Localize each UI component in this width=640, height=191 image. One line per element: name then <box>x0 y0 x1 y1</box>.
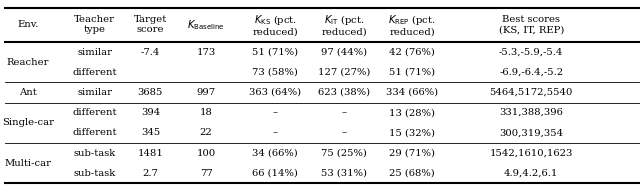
Text: -7.4: -7.4 <box>141 48 160 57</box>
Text: 363 (64%): 363 (64%) <box>249 88 301 97</box>
Text: $K_{\mathrm{IT}}$ (pct.
reduced): $K_{\mathrm{IT}}$ (pct. reduced) <box>321 13 367 37</box>
Text: 4.9,4.2,6.1: 4.9,4.2,6.1 <box>504 169 558 178</box>
Text: 18: 18 <box>200 108 212 117</box>
Text: $K_{\mathrm{KS}}$ (pct.
reduced): $K_{\mathrm{KS}}$ (pct. reduced) <box>252 13 298 37</box>
Text: 29 (71%): 29 (71%) <box>389 149 435 158</box>
Text: different: different <box>72 108 117 117</box>
Text: 51 (71%): 51 (71%) <box>252 48 298 57</box>
Text: 173: 173 <box>196 48 216 57</box>
Text: 73 (58%): 73 (58%) <box>252 68 298 77</box>
Text: 66 (14%): 66 (14%) <box>252 169 298 178</box>
Text: 345: 345 <box>141 128 160 137</box>
Text: 1542,1610,1623: 1542,1610,1623 <box>490 149 573 158</box>
Text: -6.9,-6.4,-5.2: -6.9,-6.4,-5.2 <box>499 68 563 77</box>
Text: similar: similar <box>77 88 112 97</box>
Text: Target
score: Target score <box>134 15 167 34</box>
Text: Env.: Env. <box>17 20 39 29</box>
Text: 13 (28%): 13 (28%) <box>389 108 435 117</box>
Text: Best scores
(KS, IT, REP): Best scores (KS, IT, REP) <box>499 15 564 34</box>
Text: different: different <box>72 68 117 77</box>
Text: -5.3,-5.9,-5.4: -5.3,-5.9,-5.4 <box>499 48 563 57</box>
Text: 331,388,396: 331,388,396 <box>499 108 563 117</box>
Text: Teacher
type: Teacher type <box>74 15 115 34</box>
Text: 334 (66%): 334 (66%) <box>386 88 438 97</box>
Text: 42 (76%): 42 (76%) <box>389 48 435 57</box>
Text: –: – <box>273 128 278 137</box>
Text: –: – <box>273 108 278 117</box>
Text: Ant: Ant <box>19 88 37 97</box>
Text: 300,319,354: 300,319,354 <box>499 128 563 137</box>
Text: 15 (32%): 15 (32%) <box>389 128 435 137</box>
Text: 3685: 3685 <box>138 88 163 97</box>
Text: Single-car: Single-car <box>2 118 54 127</box>
Text: 997: 997 <box>196 88 216 97</box>
Text: 1481: 1481 <box>138 149 163 158</box>
Text: $K_{\mathrm{REP}}$ (pct.
reduced): $K_{\mathrm{REP}}$ (pct. reduced) <box>388 13 436 37</box>
Text: –: – <box>342 128 347 137</box>
Text: Reacher: Reacher <box>7 58 49 67</box>
Text: 623 (38%): 623 (38%) <box>318 88 371 97</box>
Text: 22: 22 <box>200 128 212 137</box>
Text: $K_{\mathrm{Baseline}}$: $K_{\mathrm{Baseline}}$ <box>187 18 225 32</box>
Text: 127 (27%): 127 (27%) <box>318 68 371 77</box>
Text: 394: 394 <box>141 108 160 117</box>
Text: 5464,5172,5540: 5464,5172,5540 <box>490 88 573 97</box>
Text: Multi-car: Multi-car <box>4 159 52 168</box>
Text: 77: 77 <box>200 169 212 178</box>
Text: 97 (44%): 97 (44%) <box>321 48 367 57</box>
Text: 100: 100 <box>196 149 216 158</box>
Text: 25 (68%): 25 (68%) <box>389 169 435 178</box>
Text: 53 (31%): 53 (31%) <box>321 169 367 178</box>
Text: 34 (66%): 34 (66%) <box>252 149 298 158</box>
Text: sub-task: sub-task <box>74 169 116 178</box>
Text: different: different <box>72 128 117 137</box>
Text: sub-task: sub-task <box>74 149 116 158</box>
Text: –: – <box>342 108 347 117</box>
Text: similar: similar <box>77 48 112 57</box>
Text: 75 (25%): 75 (25%) <box>321 149 367 158</box>
Text: 2.7: 2.7 <box>143 169 158 178</box>
Text: 51 (71%): 51 (71%) <box>389 68 435 77</box>
